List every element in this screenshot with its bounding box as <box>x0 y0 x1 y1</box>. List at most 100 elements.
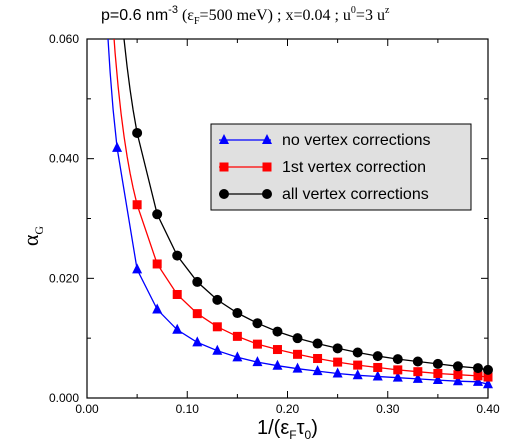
plot-frame <box>86 38 489 399</box>
title-sep: ; x=0.04 ; u <box>273 7 351 24</box>
data-point-0 <box>192 336 203 347</box>
title-p-exp: -3 <box>168 4 178 16</box>
data-point-1 <box>132 200 142 210</box>
data-point-1 <box>393 365 403 375</box>
title-u0-sup: 0 <box>351 5 356 16</box>
series-line-1 <box>113 39 488 378</box>
data-point-1 <box>483 372 493 382</box>
data-point-1 <box>192 309 202 319</box>
data-point-2 <box>272 326 283 337</box>
legend-marker-0 <box>219 134 229 144</box>
x-tick-label: 0.40 <box>476 402 500 416</box>
legend-marker-1 <box>219 162 229 172</box>
x-tick-label: 0.10 <box>176 402 200 416</box>
y-tick-label: 0.000 <box>49 391 79 405</box>
data-point-2 <box>332 343 343 354</box>
ylabel-main: α <box>18 234 43 246</box>
data-point-1 <box>252 339 262 349</box>
data-point-0 <box>232 351 243 362</box>
data-point-2 <box>152 209 163 220</box>
data-point-2 <box>172 250 183 261</box>
title-eq3u: =3 u <box>356 7 385 24</box>
data-point-2 <box>132 127 143 138</box>
series-line-0 <box>107 39 488 385</box>
data-point-1 <box>453 370 463 380</box>
legend-items: no vertex corrections 1st vertex correcti… <box>219 132 431 203</box>
data-point-1 <box>152 259 162 269</box>
data-point-1 <box>473 371 483 381</box>
title-uz-sup: z <box>385 5 390 16</box>
xlabel-tau: τ <box>297 417 305 439</box>
data-point-0 <box>472 375 483 386</box>
axis-tick-labels: 0.00 0.10 0.20 0.30 0.40 0.000 0.020 0.040 0.060 <box>49 32 500 416</box>
data-point-1 <box>212 322 222 332</box>
data-point-2 <box>472 363 483 374</box>
y-tick-label: 0.040 <box>49 152 79 166</box>
xlabel-main: 1/(ε <box>257 417 289 439</box>
legend-label-2: all vertex corrections <box>282 186 429 203</box>
data-point-0 <box>372 370 383 381</box>
data-point-2 <box>192 276 203 287</box>
x-tick-label: 0.20 <box>276 402 300 416</box>
title-paren: (ε <box>178 7 194 24</box>
data-point-0 <box>212 344 223 355</box>
data-point-2 <box>292 333 303 344</box>
legend-label-0: no vertex corrections <box>282 132 431 149</box>
x-axis-label: 1/(εFτ0) <box>257 417 318 442</box>
data-point-2 <box>312 338 323 349</box>
xlabel-close: ) <box>311 417 318 439</box>
data-point-0 <box>132 263 143 274</box>
data-point-0 <box>312 365 323 376</box>
data-point-1 <box>373 362 383 372</box>
chart-title: p=0.6 nm-3 (εF=500 meV) ; x=0.04 ; u0=3 … <box>101 4 390 27</box>
axis-ticks <box>86 38 489 399</box>
data-point-0 <box>392 371 403 382</box>
legend: no vertex corrections 1st vertex correcti… <box>210 123 472 211</box>
title-eps-sub: F <box>194 16 200 27</box>
data-point-2 <box>372 351 383 362</box>
data-point-2 <box>212 294 223 305</box>
legend-label-1: 1st vertex correction <box>282 159 426 176</box>
marker-layer <box>112 127 493 389</box>
data-point-0 <box>272 359 283 370</box>
data-point-2 <box>412 356 423 367</box>
y-tick-label: 0.020 <box>49 271 79 285</box>
data-point-1 <box>232 331 242 341</box>
data-point-1 <box>172 289 182 299</box>
y-tick-label: 0.060 <box>49 32 79 46</box>
data-point-2 <box>392 354 403 365</box>
legend-marker-1 <box>262 162 272 172</box>
data-point-1 <box>272 345 282 355</box>
data-point-0 <box>112 141 123 152</box>
legend-marker-2 <box>262 189 272 199</box>
legend-marker-0 <box>262 134 272 144</box>
xlabel-sub2: 0 <box>305 428 312 442</box>
title-mev: =500 meV) <box>200 7 273 24</box>
x-tick-label: 0.30 <box>376 402 400 416</box>
data-point-0 <box>292 362 303 373</box>
data-point-1 <box>433 368 443 378</box>
x-tick-label: 0.00 <box>75 402 99 416</box>
data-point-1 <box>313 354 323 364</box>
ylabel-sub: G <box>32 226 46 235</box>
data-point-0 <box>412 372 423 383</box>
data-point-0 <box>483 378 493 389</box>
data-point-2 <box>352 347 363 358</box>
data-point-1 <box>353 360 363 370</box>
data-point-0 <box>252 356 263 367</box>
title-p: p=0.6 nm <box>101 7 168 24</box>
data-point-1 <box>333 357 343 367</box>
y-axis-label: αG <box>18 226 46 247</box>
data-point-0 <box>432 374 443 385</box>
data-point-2 <box>483 364 493 375</box>
data-point-0 <box>152 303 163 314</box>
legend-marker-2 <box>219 189 229 199</box>
data-point-2 <box>432 358 443 369</box>
xlabel-sub1: F <box>289 428 296 442</box>
data-point-1 <box>293 349 303 359</box>
data-point-0 <box>172 323 183 334</box>
data-point-0 <box>452 375 463 386</box>
data-point-0 <box>352 369 363 380</box>
data-point-0 <box>332 367 343 378</box>
